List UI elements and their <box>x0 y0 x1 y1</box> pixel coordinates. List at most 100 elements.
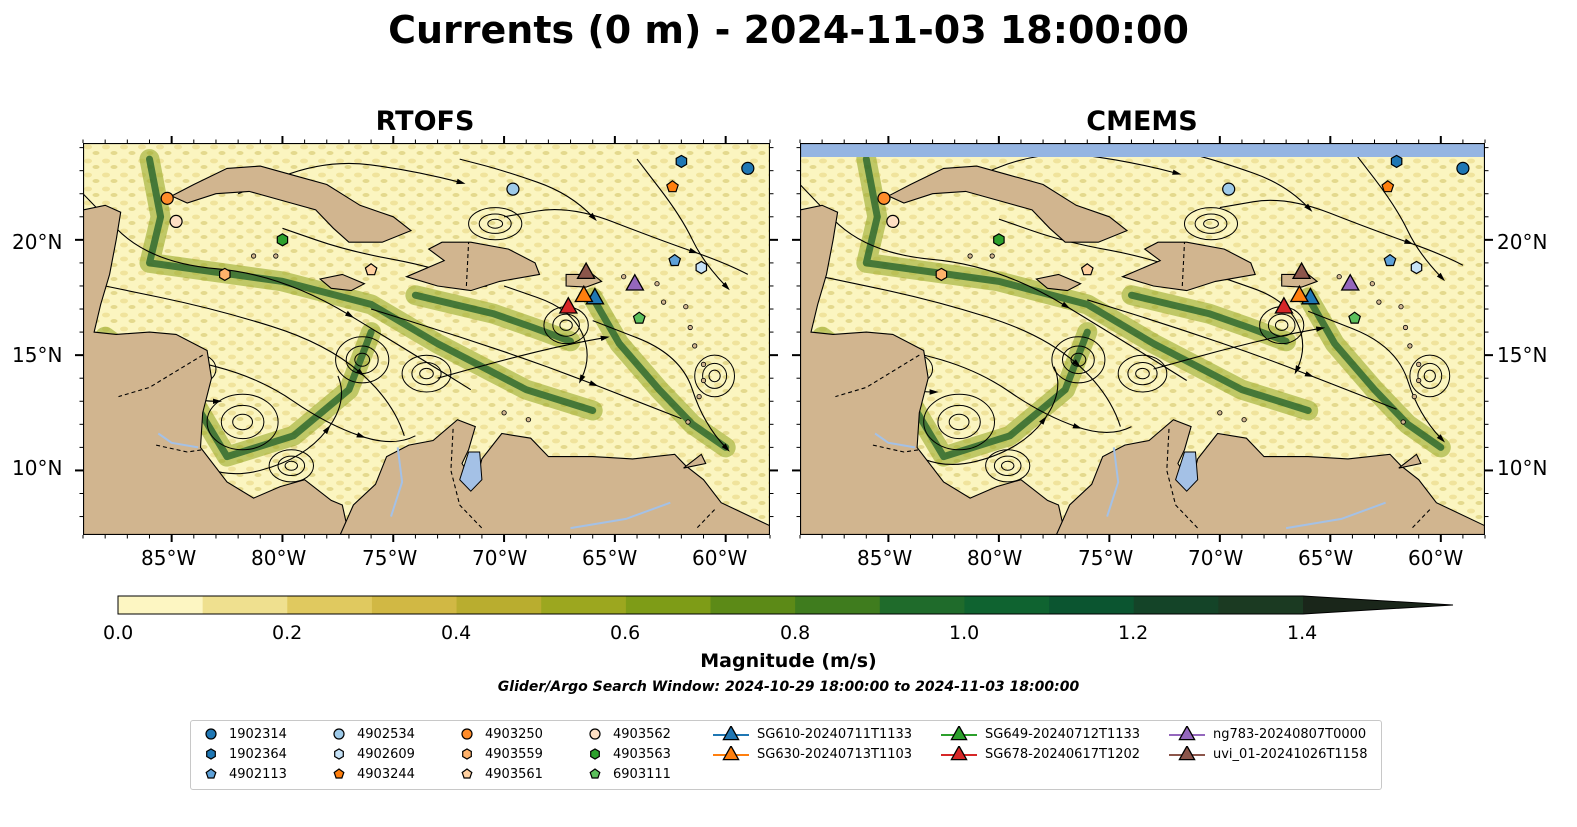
small-island <box>696 394 702 400</box>
small-island <box>683 304 689 310</box>
current-core <box>146 155 597 414</box>
map-frame <box>800 143 1485 535</box>
legend-label: 4902534 <box>357 726 415 742</box>
small-island <box>1369 281 1375 287</box>
streamline <box>437 337 604 379</box>
legend-label: 1902314 <box>229 726 287 742</box>
colorbar-outline <box>117 595 1454 615</box>
streamline <box>821 276 1121 427</box>
legend-marker <box>589 728 601 740</box>
eddy-streamline <box>411 362 442 386</box>
lat-label-left-20: 20°N <box>12 230 63 254</box>
colorbar-segment <box>964 596 1050 614</box>
streamline-arrow <box>1039 416 1047 425</box>
jamaica-land <box>1035 273 1082 292</box>
float-marker-4903563 <box>276 233 289 247</box>
cbar-tick-5: 1.0 <box>949 622 980 644</box>
lat-label-left-15: 15°N <box>12 343 63 367</box>
float-marker-4903562 <box>169 214 183 229</box>
country-border <box>1166 428 1199 529</box>
colorbar-segment <box>625 596 711 614</box>
eddy-streamline <box>1267 313 1296 337</box>
float-marker-4903563 <box>993 233 1005 247</box>
small-island <box>1241 417 1247 423</box>
lon-label-left-70: 70°W <box>472 546 528 570</box>
eddy-streamline <box>1051 336 1106 384</box>
legend-label: 4903559 <box>485 746 543 762</box>
legend-item-4903244: 4903244 <box>329 766 415 782</box>
eddy-streamline <box>1423 369 1436 383</box>
legend-marker <box>333 768 345 779</box>
search-window-label: Glider/Argo Search Window: 2024-10-29 18… <box>497 679 1080 695</box>
streamline-arrow <box>588 212 597 222</box>
small-island <box>1416 361 1422 367</box>
streamline-arrow <box>1304 203 1313 212</box>
eddy-streamline <box>1062 345 1095 375</box>
streamline-arrow <box>456 178 466 185</box>
legend-label: 4902113 <box>229 766 287 782</box>
cbar-tick-7: 1.4 <box>1287 622 1318 644</box>
streamline-arrow <box>1172 169 1182 175</box>
eddy-streamline <box>1194 213 1228 234</box>
float-marker-4902113 <box>668 253 682 267</box>
colorbar-segment <box>202 596 288 614</box>
map-frame <box>83 143 770 535</box>
legend-label: 4903561 <box>485 766 543 782</box>
streamline-arrow <box>1294 365 1301 375</box>
legend-label: SG610-20240711T1133 <box>757 726 913 742</box>
country-border <box>1411 509 1431 529</box>
eddy-streamline <box>1001 460 1015 471</box>
small-island <box>501 410 507 416</box>
legend-item-4903563: 4903563 <box>585 746 671 762</box>
eddy-streamline <box>694 354 735 398</box>
float-marker-4903244 <box>666 180 679 193</box>
eddy-streamline <box>1409 354 1451 398</box>
streamline <box>1351 149 1442 278</box>
small-island <box>1376 299 1382 305</box>
lon-label-left-75: 75°W <box>362 546 418 570</box>
legend-label: 4903563 <box>613 746 671 762</box>
legend-marker <box>205 768 217 779</box>
small-island <box>660 299 667 305</box>
small-island <box>1217 410 1223 416</box>
lon-label-left-80: 80°W <box>251 546 307 570</box>
streamline-arrow <box>1315 326 1326 332</box>
eddy-streamline <box>948 413 970 431</box>
colorbar-extend-arrow <box>1303 596 1453 614</box>
river <box>874 432 916 449</box>
river <box>390 447 404 517</box>
small-island <box>967 253 973 259</box>
eddy-streamline <box>220 404 265 440</box>
axis-ticks <box>75 136 1493 542</box>
float-marker-4903244 <box>1381 180 1395 193</box>
rtofs-map <box>83 143 770 535</box>
cbar-tick-0: 0.0 <box>103 622 134 644</box>
eddy-streamline <box>1203 218 1219 229</box>
country-border <box>1181 242 1186 287</box>
river <box>157 432 199 449</box>
legend-marker <box>713 726 749 741</box>
current-core <box>1304 294 1445 451</box>
eddy-streamline <box>487 218 504 229</box>
eddy-streamline <box>702 362 728 389</box>
legend-marker <box>334 748 344 760</box>
eddy-streamline <box>993 455 1022 476</box>
eddy-streamline <box>1127 362 1158 386</box>
streamline-arrow <box>1404 238 1414 245</box>
streamline-arrow <box>1072 359 1081 368</box>
small-island <box>1402 324 1409 331</box>
eddy-streamline <box>708 369 721 383</box>
streamline-arrow <box>1436 434 1445 443</box>
streamline-arrow <box>345 310 355 318</box>
country-border <box>872 444 920 453</box>
legend-label: 4903250 <box>485 726 543 742</box>
small-island <box>1336 274 1342 280</box>
streamline <box>592 320 727 448</box>
streamline-arrow <box>1304 371 1314 377</box>
small-island <box>621 274 627 280</box>
small-island <box>700 361 707 367</box>
legend-label: SG649-20240712T1133 <box>985 726 1141 742</box>
lat-label-right-20: 20°N <box>1497 230 1548 254</box>
streamline-arrow <box>688 247 699 254</box>
legend-marker <box>461 768 473 779</box>
